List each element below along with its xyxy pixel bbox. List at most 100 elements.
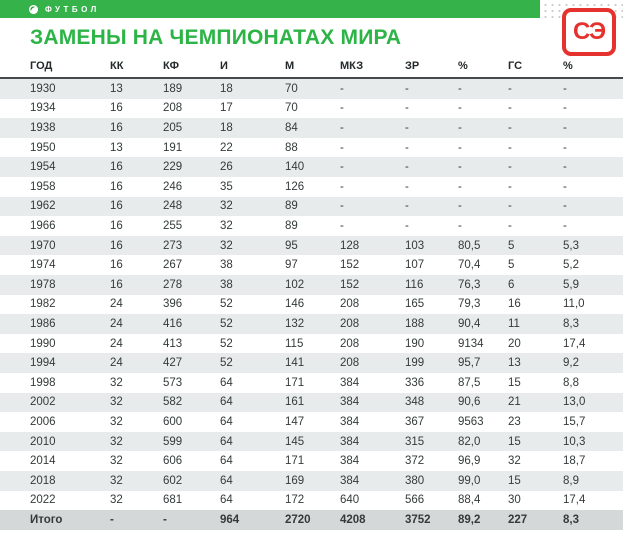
cell: 64 (220, 376, 233, 389)
cell: 16 (110, 102, 123, 115)
cell: 15 (508, 435, 521, 448)
table-row: 1994 24 427 52 141 208 199 95,7 13 9,2 (0, 353, 623, 373)
cell: 126 (285, 180, 305, 193)
cell: 24 (110, 317, 123, 330)
header-cell: КФ (163, 56, 220, 80)
header-cell: ГОД (0, 56, 110, 80)
cell: 2002 (30, 396, 56, 409)
table-row: 1986 24 416 52 132 208 188 90,4 11 8,3 (0, 314, 623, 334)
cell: 18 (220, 82, 233, 95)
cell: - (563, 141, 567, 154)
cell: 16 (110, 239, 123, 252)
cell: 88,4 (458, 494, 481, 507)
cell: 384 (340, 455, 360, 468)
cell: 582 (163, 396, 183, 409)
cell: 64 (220, 474, 233, 487)
cell: - (340, 180, 344, 193)
cell: 64 (220, 455, 233, 468)
cell: 3752 (405, 513, 431, 526)
cell: - (563, 200, 567, 213)
cell: 380 (405, 474, 425, 487)
cell: 16 (110, 259, 123, 272)
cell: 384 (340, 415, 360, 428)
cell: - (405, 220, 409, 232)
cell: 16 (110, 278, 123, 291)
cell: 8,3 (563, 317, 579, 330)
cell: 64 (220, 415, 233, 428)
cell: 2018 (30, 474, 56, 487)
cell: 1950 (30, 141, 56, 154)
cell: - (340, 122, 344, 135)
cell: 76,3 (458, 278, 481, 291)
cell: 82,0 (458, 435, 481, 448)
cell: 336 (405, 376, 425, 389)
cell: - (508, 161, 512, 174)
cell: 32 (110, 455, 123, 468)
cell: 35 (220, 180, 233, 193)
cell: 413 (163, 337, 183, 350)
cell: 152 (340, 278, 360, 291)
cell: 146 (285, 298, 305, 311)
table-row: 2002 32 582 64 161 384 348 90,6 21 13,0 (0, 392, 623, 413)
cell: 70 (285, 82, 298, 95)
header-cell: ГС (508, 56, 563, 80)
cell: 17 (220, 102, 233, 115)
cell: 199 (405, 357, 425, 370)
cell: 1974 (30, 259, 56, 272)
table-row: 2018 32 602 64 169 384 380 99,0 15 8,9 (0, 470, 623, 491)
cell: 5,2 (563, 259, 579, 272)
cell: 22 (220, 141, 233, 154)
cell: 188 (405, 317, 425, 330)
cell: 87,5 (458, 376, 481, 389)
cell: 32 (110, 494, 123, 507)
header-cell: КК (110, 56, 163, 80)
cell: 52 (220, 317, 233, 330)
header-cell: ЗР (405, 56, 458, 80)
cell: 1970 (30, 239, 56, 252)
cell: 1990 (30, 337, 56, 350)
table-row: 1970 16 273 32 95 128 103 80,5 5 5,3 (0, 235, 623, 256)
cell: 89,2 (458, 513, 481, 526)
cell: 384 (340, 376, 360, 389)
cell: - (405, 122, 409, 135)
table-row: 2014 32 606 64 171 384 372 96,9 32 18,7 (0, 451, 623, 471)
cell: 1966 (30, 220, 56, 232)
cell: 10,3 (563, 435, 586, 448)
cell: - (508, 141, 512, 154)
cell: - (458, 161, 462, 174)
cell: 15 (508, 376, 521, 389)
cell: 70 (285, 102, 298, 115)
cell: 64 (220, 435, 233, 448)
cell: - (508, 102, 512, 115)
cell: 17,4 (563, 337, 586, 350)
cell: - (340, 200, 344, 213)
cell: 372 (405, 455, 425, 468)
cell: 384 (340, 396, 360, 409)
cell: 141 (285, 357, 305, 370)
cell: 4208 (340, 513, 366, 526)
section-label: ФУТБОЛ (45, 4, 100, 14)
cell: 102 (285, 278, 305, 291)
cell: 1958 (30, 180, 56, 193)
cell: 8,3 (563, 513, 579, 526)
cell: 23 (508, 415, 521, 428)
cell: 599 (163, 435, 183, 448)
cell: - (563, 180, 567, 193)
cell: 64 (220, 494, 233, 507)
cell: Итого (30, 513, 63, 526)
cell: 90,4 (458, 317, 481, 330)
cell: 1930 (30, 82, 56, 95)
cell: 246 (163, 180, 183, 193)
cell: 1994 (30, 357, 56, 370)
cell: 1954 (30, 161, 56, 174)
cell: 16 (110, 122, 123, 135)
cell: 2720 (285, 513, 311, 526)
cell: 9,2 (563, 357, 579, 370)
header-row: ГОД КК КФ И М МКЗ ЗР% ГС% (0, 56, 623, 80)
cell: 964 (220, 513, 240, 526)
topbar: ФУТБОЛ (0, 0, 623, 18)
cell: - (110, 513, 114, 526)
cell: 32 (110, 415, 123, 428)
cell: 32 (110, 474, 123, 487)
cell: - (458, 82, 462, 95)
